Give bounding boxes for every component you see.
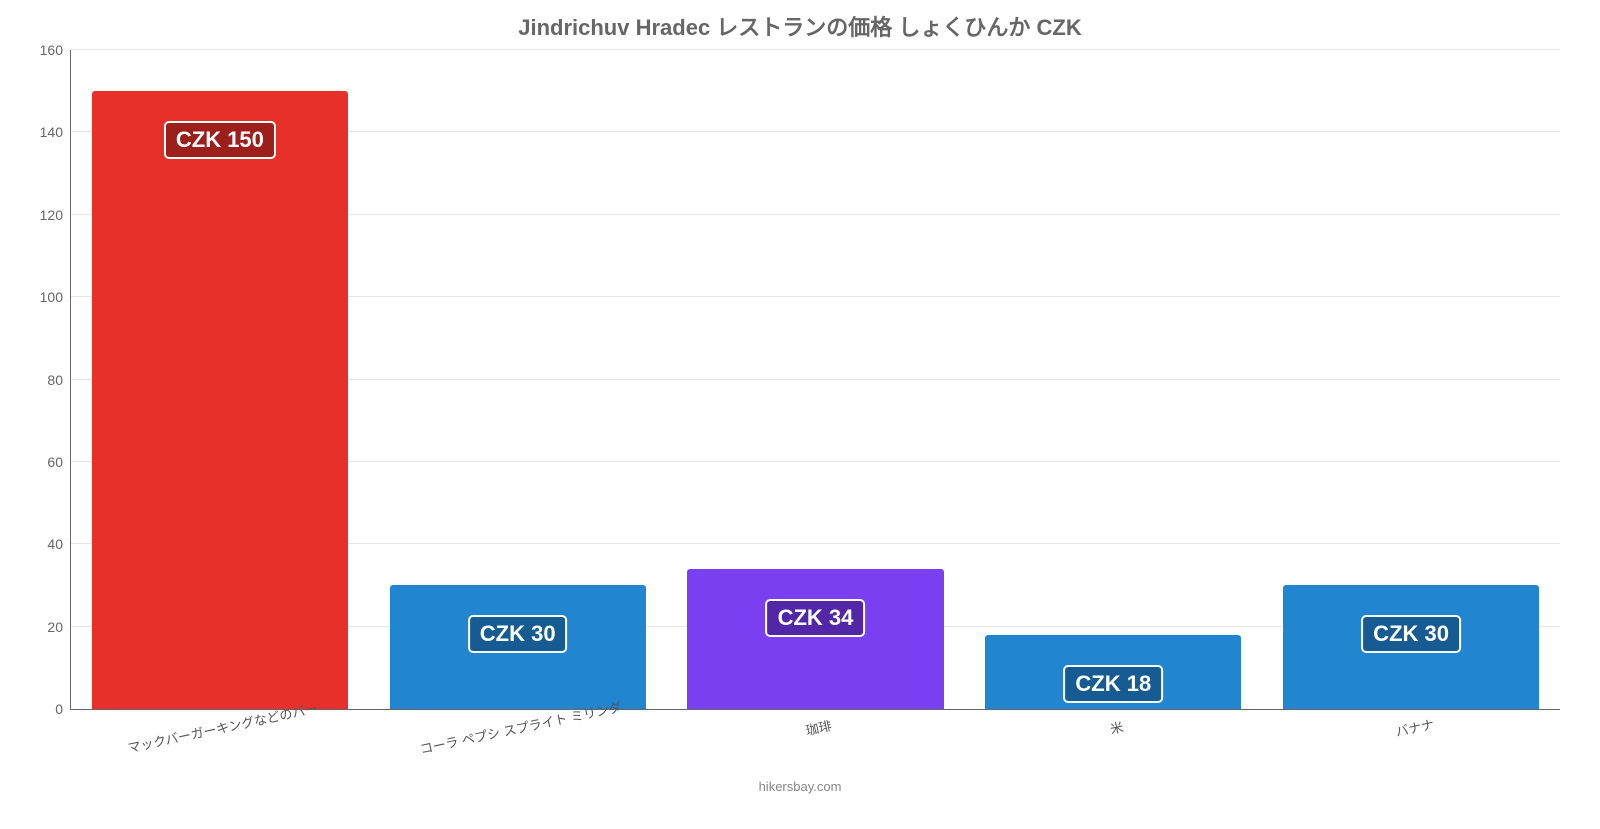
y-tick-label: 140 xyxy=(40,124,63,140)
bar-value-label: CZK 30 xyxy=(1361,615,1461,653)
bar: CZK 150 xyxy=(92,91,348,709)
bar-value-label: CZK 150 xyxy=(164,121,276,159)
bars-group: CZK 150 CZK 30 CZK 34 CZK 18 CZK 30 xyxy=(71,50,1560,709)
bar-value-label: CZK 34 xyxy=(766,599,866,637)
y-tick-label: 20 xyxy=(47,619,63,635)
y-tick-label: 40 xyxy=(47,536,63,552)
plot-area: CZK 150CZK 30CZK 34CZK 18CZK 30 02040608… xyxy=(70,50,1560,710)
y-tick-label: 120 xyxy=(40,207,63,223)
chart-container: Jindrichuv Hradec レストランの価格 しょくひんか CZK CZ… xyxy=(0,0,1600,800)
y-tick-label: 0 xyxy=(55,701,63,717)
bar-slot: CZK 150 xyxy=(71,50,369,709)
bar: CZK 34 xyxy=(687,569,943,709)
y-tick-label: 160 xyxy=(40,42,63,58)
y-tick-label: 80 xyxy=(47,372,63,388)
bar-value-label: CZK 18 xyxy=(1063,665,1163,703)
attribution-text: hikersbay.com xyxy=(0,779,1600,794)
chart-title: Jindrichuv Hradec レストランの価格 しょくひんか CZK xyxy=(0,10,1600,42)
y-tick-label: 60 xyxy=(47,454,63,470)
bar-slot: CZK 30 xyxy=(369,50,667,709)
bar-value-label: CZK 30 xyxy=(468,615,568,653)
bar-slot: CZK 18 xyxy=(964,50,1262,709)
y-tick-label: 100 xyxy=(40,289,63,305)
bar-slot: CZK 34 xyxy=(667,50,965,709)
bar-slot: CZK 30 xyxy=(1262,50,1560,709)
